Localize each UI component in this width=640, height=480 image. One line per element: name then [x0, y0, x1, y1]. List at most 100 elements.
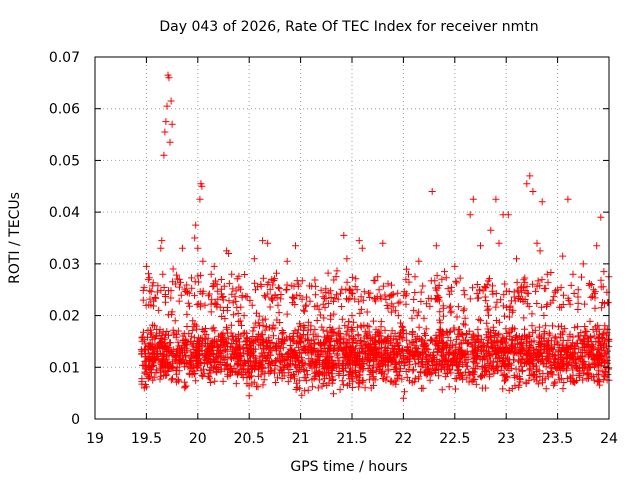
data-point	[369, 362, 377, 370]
data-point	[217, 337, 225, 345]
data-point	[495, 239, 503, 247]
data-point	[266, 285, 274, 293]
data-point	[536, 349, 544, 357]
data-point	[213, 280, 221, 288]
data-point	[272, 379, 280, 386]
data-point	[564, 195, 572, 203]
data-point	[338, 315, 346, 323]
data-point	[516, 378, 524, 386]
x-axis-title: GPS time / hours	[290, 459, 407, 475]
data-point	[308, 282, 316, 290]
data-point	[161, 368, 169, 375]
data-point	[432, 242, 440, 250]
data-point	[436, 326, 444, 334]
data-point	[493, 362, 501, 370]
data-point	[436, 319, 444, 327]
data-point	[543, 348, 551, 356]
data-point	[140, 328, 147, 336]
data-point	[284, 350, 292, 357]
data-point	[332, 273, 340, 281]
data-point	[174, 327, 182, 335]
data-point	[219, 296, 227, 304]
data-point	[556, 303, 564, 311]
data-point	[543, 355, 551, 363]
data-point	[166, 339, 174, 347]
data-point	[192, 221, 200, 229]
data-point	[483, 306, 491, 314]
data-point	[154, 288, 162, 296]
data-point	[513, 332, 520, 340]
data-point	[515, 365, 523, 373]
data-point	[403, 346, 411, 354]
data-point	[252, 286, 259, 294]
data-point	[581, 300, 589, 308]
data-point	[140, 384, 148, 392]
data-point	[526, 172, 534, 180]
data-point	[323, 381, 331, 389]
data-point	[174, 338, 182, 346]
data-point	[334, 295, 342, 303]
data-point	[549, 346, 557, 354]
data-point	[463, 339, 471, 347]
data-point	[594, 345, 602, 353]
data-point	[295, 344, 303, 352]
data-point	[388, 281, 395, 289]
data-point	[283, 281, 291, 289]
data-point	[432, 331, 440, 339]
data-point	[492, 195, 500, 203]
data-point	[148, 349, 156, 357]
data-point	[564, 336, 572, 344]
data-point	[348, 289, 356, 297]
data-point	[529, 359, 537, 367]
data-point	[584, 334, 592, 342]
data-point	[191, 278, 199, 286]
data-point	[566, 300, 574, 308]
data-point	[145, 301, 153, 309]
data-point	[504, 346, 512, 354]
data-point	[213, 368, 221, 376]
data-point	[288, 299, 296, 307]
data-point	[216, 361, 224, 368]
data-point	[307, 322, 315, 330]
data-point	[587, 293, 595, 301]
data-point	[266, 339, 274, 347]
data-point	[486, 275, 493, 283]
data-point	[496, 354, 504, 362]
data-point	[239, 330, 247, 338]
data-point	[300, 367, 308, 375]
data-point	[253, 383, 261, 391]
data-point	[319, 326, 327, 334]
data-point	[270, 332, 277, 340]
data-point	[335, 368, 343, 375]
data-point	[225, 297, 233, 305]
data-point	[543, 370, 551, 378]
data-point	[316, 371, 323, 379]
data-point	[473, 359, 481, 367]
data-point	[523, 333, 531, 341]
data-point	[538, 198, 546, 206]
data-point	[454, 353, 461, 361]
data-point	[593, 371, 601, 379]
data-point	[501, 280, 509, 288]
data-point	[378, 369, 386, 377]
data-point	[234, 310, 242, 317]
data-point	[204, 348, 212, 356]
data-point	[185, 330, 193, 338]
data-point	[583, 340, 591, 348]
data-point	[144, 375, 152, 382]
data-point	[559, 252, 567, 260]
x-tick-label: 23	[497, 431, 515, 447]
data-point	[472, 337, 480, 345]
data-point	[515, 292, 523, 300]
data-point	[523, 300, 531, 308]
data-point	[444, 285, 452, 293]
data-point	[207, 270, 215, 278]
data-point	[402, 276, 410, 284]
data-point	[296, 322, 304, 330]
data-point	[440, 364, 448, 372]
data-point	[469, 284, 476, 292]
data-point	[587, 281, 595, 288]
data-point	[488, 287, 496, 295]
data-point	[313, 317, 321, 324]
data-point	[318, 323, 326, 331]
